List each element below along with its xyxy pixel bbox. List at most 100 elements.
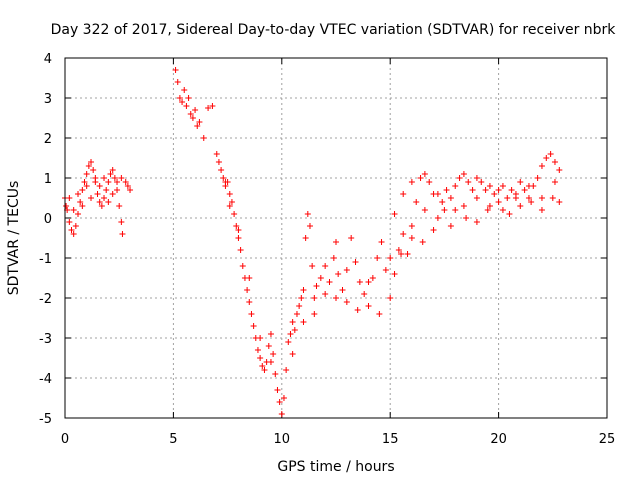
data-point — [326, 279, 333, 285]
data-point — [298, 295, 305, 301]
data-point — [267, 331, 274, 337]
data-point — [528, 199, 535, 205]
data-point — [484, 207, 491, 213]
data-point — [512, 195, 519, 201]
data-point — [181, 87, 188, 93]
data-point — [231, 211, 238, 217]
y-tick-label: -2 — [39, 292, 52, 307]
data-point — [311, 311, 318, 317]
y-tick-label: 0 — [44, 212, 52, 227]
data-point — [306, 223, 313, 229]
data-point — [300, 319, 307, 325]
data-point — [311, 295, 318, 301]
data-point — [486, 183, 493, 189]
data-point — [525, 195, 532, 201]
data-point — [289, 351, 296, 357]
data-point — [296, 303, 303, 309]
data-point — [465, 179, 472, 185]
data-point — [499, 183, 506, 189]
data-point — [473, 219, 480, 225]
data-point — [313, 283, 320, 289]
data-point — [322, 291, 329, 297]
data-point — [504, 195, 511, 201]
data-point — [122, 179, 129, 185]
data-point — [75, 191, 82, 197]
data-point — [189, 115, 196, 121]
x-tick-label: 10 — [274, 432, 291, 447]
data-point — [96, 183, 103, 189]
data-point — [404, 251, 411, 257]
data-point — [246, 275, 253, 281]
data-point — [101, 195, 108, 201]
data-point — [400, 191, 407, 197]
data-point — [124, 183, 131, 189]
data-point — [538, 163, 545, 169]
data-point — [517, 203, 524, 209]
data-point — [233, 223, 240, 229]
data-point — [183, 103, 190, 109]
data-point — [72, 223, 79, 229]
data-point — [289, 319, 296, 325]
data-point — [226, 191, 233, 197]
data-point — [348, 235, 355, 241]
data-point — [525, 183, 532, 189]
data-point — [506, 211, 513, 217]
data-point — [426, 179, 433, 185]
data-point — [118, 175, 125, 181]
data-point — [387, 255, 394, 261]
data-point — [270, 351, 277, 357]
data-point — [276, 399, 283, 405]
data-point — [361, 291, 368, 297]
data-point — [209, 103, 216, 109]
data-point — [343, 267, 350, 273]
grid-lines — [65, 58, 607, 418]
data-point — [408, 223, 415, 229]
data-point — [495, 187, 502, 193]
data-point — [68, 227, 75, 233]
data-point — [285, 339, 292, 345]
data-point — [237, 247, 244, 253]
data-point — [79, 203, 86, 209]
data-point — [400, 231, 407, 237]
data-point — [452, 207, 459, 213]
x-tick-label: 20 — [490, 432, 507, 447]
data-point — [434, 191, 441, 197]
x-tick-label: 5 — [169, 432, 177, 447]
data-point — [413, 199, 420, 205]
data-point — [460, 203, 467, 209]
data-point — [109, 167, 116, 173]
data-point — [478, 179, 485, 185]
data-point — [278, 411, 285, 417]
data-point — [551, 179, 558, 185]
data-point — [419, 239, 426, 245]
data-point — [218, 167, 225, 173]
data-point — [376, 311, 383, 317]
data-point — [421, 171, 428, 177]
data-point — [460, 171, 467, 177]
data-point — [283, 367, 290, 373]
data-point — [105, 179, 112, 185]
data-point — [272, 371, 279, 377]
data-point — [94, 191, 101, 197]
data-point — [118, 219, 125, 225]
data-point — [439, 199, 446, 205]
y-tick-label: -3 — [39, 332, 52, 347]
data-point — [382, 267, 389, 273]
data-point — [408, 235, 415, 241]
data-point — [482, 187, 489, 193]
data-point — [244, 287, 251, 293]
data-point — [330, 255, 337, 261]
data-point — [443, 187, 450, 193]
data-point — [257, 355, 264, 361]
data-point — [215, 159, 222, 165]
data-point — [267, 359, 274, 365]
data-point — [547, 151, 554, 157]
data-point — [66, 195, 73, 201]
data-point — [105, 199, 112, 205]
data-point — [103, 187, 110, 193]
data-point — [70, 231, 77, 237]
data-point — [70, 207, 77, 213]
data-point — [200, 135, 207, 141]
data-point — [228, 199, 235, 205]
data-point — [421, 207, 428, 213]
